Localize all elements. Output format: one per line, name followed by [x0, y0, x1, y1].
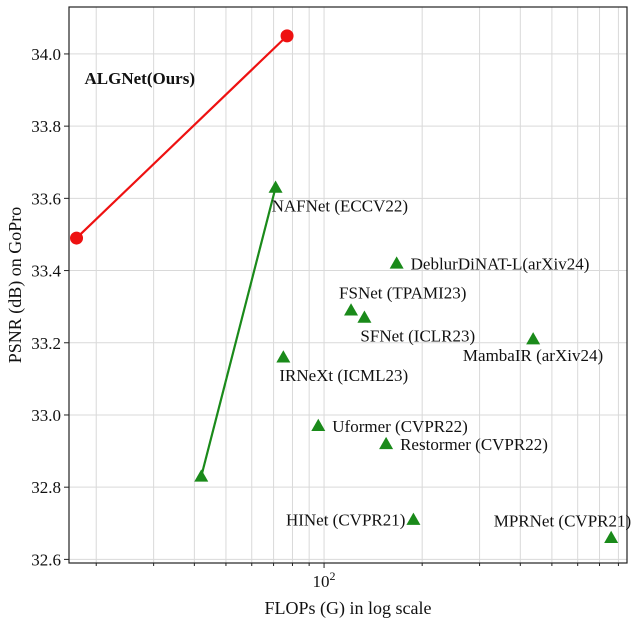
plot-frame — [68, 6, 628, 564]
point-label: FSNet (TPAMI23) — [339, 283, 466, 302]
triangle-marker — [389, 256, 404, 269]
triangle-marker — [379, 436, 394, 450]
triangle-marker — [406, 512, 421, 525]
triangle-marker — [526, 332, 541, 345]
series-label: NAFNet (ECCV22) — [272, 197, 408, 216]
y-tick-label: 33.2 — [31, 334, 61, 353]
y-tick-label: 34.0 — [31, 45, 61, 64]
point-labels: ALGNet(Ours) NAFNet (ECCV22) DeblurDiNAT-L… — [85, 69, 632, 531]
triangle-marker — [604, 530, 619, 543]
point-label: Uformer (CVPR22) — [332, 417, 468, 436]
y-tick-label: 33.4 — [31, 262, 61, 281]
series-line — [200, 187, 277, 477]
circle-marker — [280, 29, 294, 43]
data-points — [70, 29, 619, 543]
point-label: SFNet (ICLR23) — [360, 326, 475, 345]
y-axis-label: PSNR (dB) on GoPro — [5, 207, 26, 364]
triangle-marker — [268, 180, 283, 193]
series-label-highlight: ALGNet(Ours) — [85, 69, 195, 88]
x-axis-label: FLOPs (G) in log scale — [265, 598, 432, 619]
y-tick-label: 32.8 — [31, 478, 61, 497]
triangle-marker — [357, 310, 372, 323]
point-label: MambaIR (arXiv24) — [463, 346, 603, 365]
triangle-marker — [344, 303, 359, 316]
axes — [64, 6, 628, 568]
series-lines — [75, 35, 288, 477]
triangle-marker — [311, 418, 326, 432]
y-tick-label: 32.6 — [31, 550, 61, 569]
tick-labels: 32.6 32.8 33.0 33.2 33.4 33.6 33.8 34.0 102 — [31, 45, 335, 591]
point-label: DeblurDiNAT-L(arXiv24) — [411, 254, 590, 273]
point-label: MPRNet (CVPR21) — [494, 512, 631, 531]
series-line — [75, 35, 288, 239]
circle-marker — [70, 231, 84, 245]
x-tick-label: 102 — [313, 569, 336, 591]
y-tick-label: 33.0 — [31, 406, 61, 425]
point-label: HINet (CVPR21) — [286, 511, 405, 530]
grid-lines — [69, 7, 627, 563]
triangle-marker — [276, 350, 291, 363]
point-label: IRNeXt (ICML23) — [279, 366, 408, 385]
triangle-marker — [194, 469, 209, 482]
point-label: Restormer (CVPR22) — [400, 435, 548, 454]
y-tick-label: 33.6 — [31, 189, 61, 208]
y-tick-label: 33.8 — [31, 117, 61, 136]
